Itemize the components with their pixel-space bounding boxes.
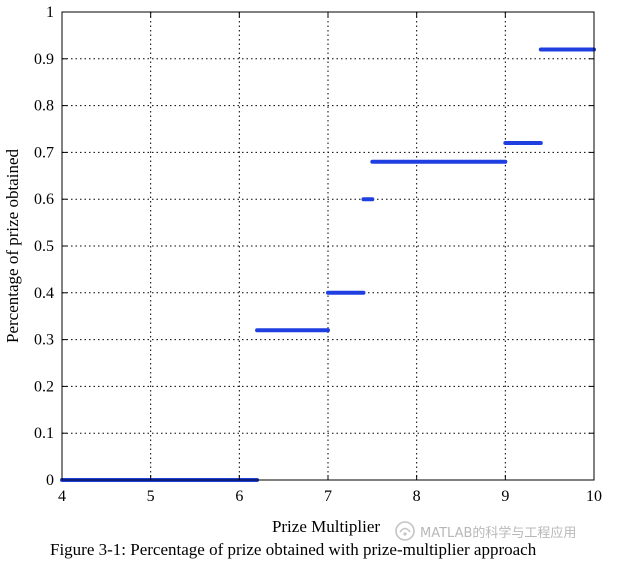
x-tick-label: 4: [58, 488, 66, 505]
y-axis-label: Percentage of prize obtained: [3, 149, 22, 343]
y-tick-label: 0.8: [34, 98, 54, 115]
y-tick-label: 0.2: [34, 378, 54, 395]
x-tick-label: 8: [413, 488, 421, 505]
x-tick-label: 9: [501, 488, 509, 505]
y-tick-label: 0.9: [34, 51, 54, 68]
x-axis-label: Prize Multiplier: [272, 517, 380, 536]
x-tick-label: 6: [235, 488, 243, 505]
y-tick-label: 0.6: [34, 191, 54, 208]
watermark-text: MATLAB的科学与工程应用: [420, 525, 577, 541]
axis-ticks: 4 5 6 7 8 9 10 0 0.1 0.2 0.3 0.4 0.5 0.6 0.7 0.8 0.9 1: [34, 4, 602, 505]
y-tick-label: 0.4: [34, 285, 54, 302]
wechat-logo-icon: [395, 521, 415, 541]
y-tick-label: 0.5: [34, 238, 54, 255]
y-tick-label: 1: [46, 4, 54, 21]
figure-caption: Figure 3-1: Percentage of prize obtained…: [50, 540, 537, 559]
y-tick-label: 0.3: [34, 332, 54, 349]
watermark: MATLAB的科学与工程应用: [394, 520, 576, 542]
y-tick-label: 0: [46, 472, 54, 489]
y-tick-label: 0.7: [34, 144, 54, 161]
y-tick-label: 0.1: [34, 425, 54, 442]
x-tick-label: 7: [324, 488, 332, 505]
step-chart: 4 5 6 7 8 9 10 0 0.1 0.2 0.3 0.4 0.5 0.6 0.7 0.8 0.9 1 Pr…: [3, 4, 602, 536]
x-tick-label: 5: [147, 488, 155, 505]
x-tick-label: 10: [586, 488, 602, 505]
grid-lines: [62, 12, 594, 480]
